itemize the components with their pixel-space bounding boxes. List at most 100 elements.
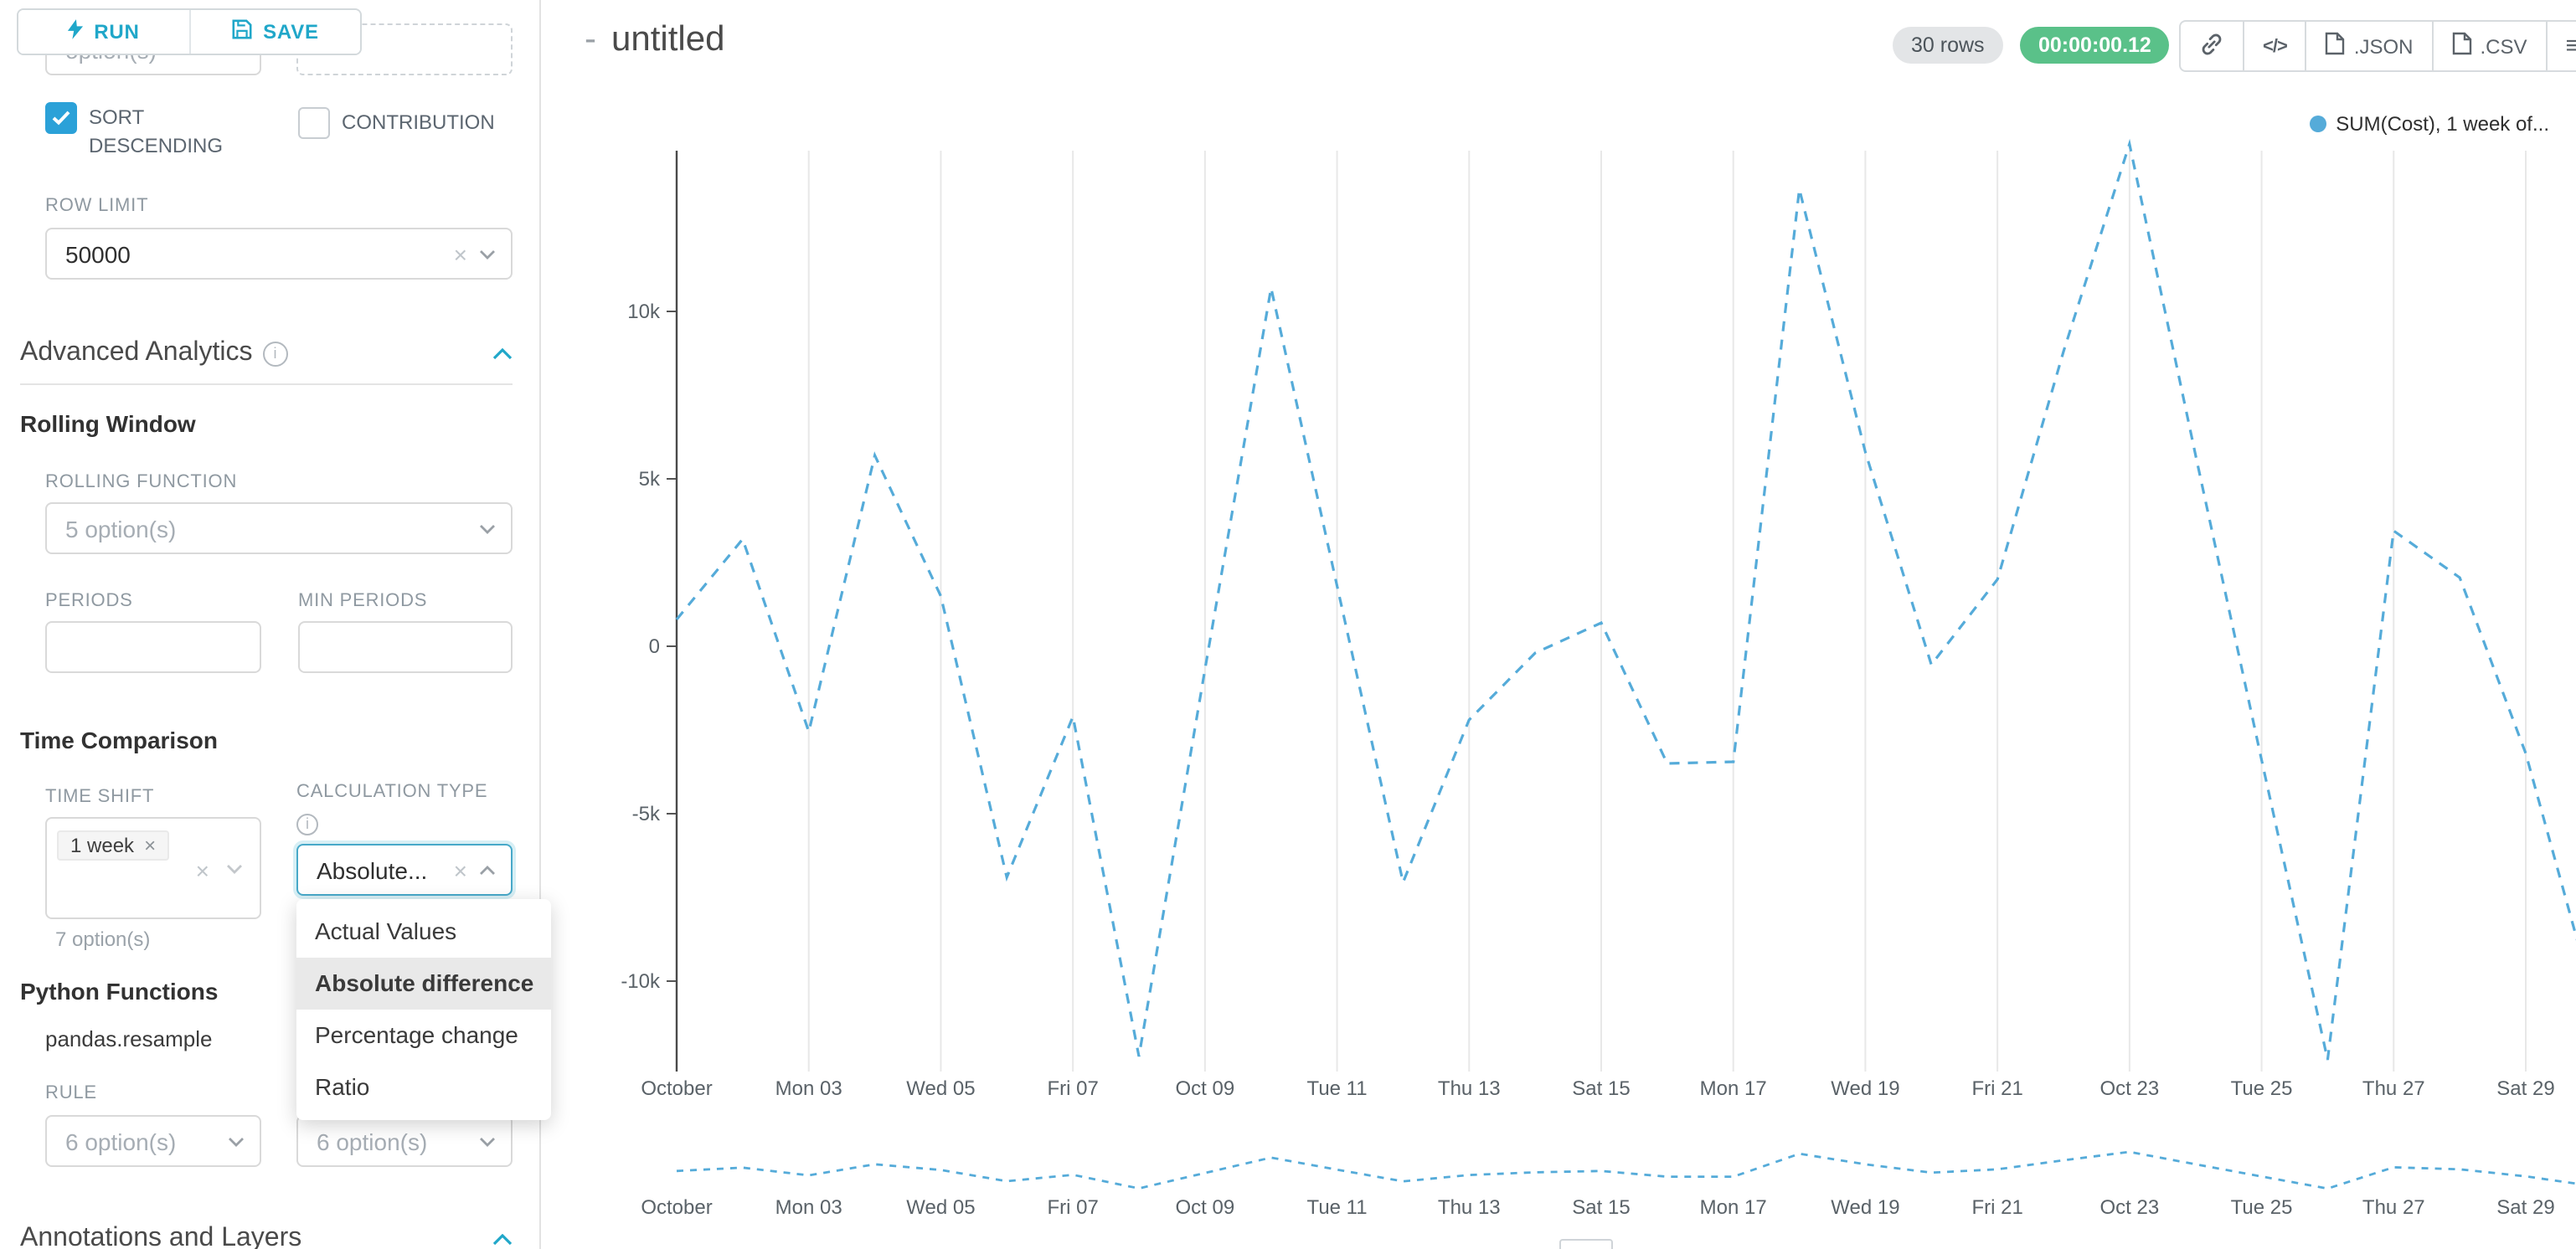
svg-text:Oct 23: Oct 23 xyxy=(2100,1196,2160,1219)
svg-text:Mon 17: Mon 17 xyxy=(1700,1196,1767,1219)
copy-link-button[interactable] xyxy=(2179,20,2244,72)
calculation-type-select[interactable]: Absolute... × xyxy=(296,844,513,896)
row-limit-value: 50000 xyxy=(65,240,131,267)
export-toolbar: </> .JSON .CSV ≡ xyxy=(2179,20,2576,72)
advanced-analytics-header: Advanced Analytics i xyxy=(20,338,513,368)
caret-down-icon xyxy=(226,864,243,874)
row-limit-label: ROW LIMIT xyxy=(45,196,149,216)
method-select[interactable]: 6 option(s) xyxy=(296,1115,513,1167)
file-icon xyxy=(2452,32,2472,60)
sort-descending-checkbox[interactable] xyxy=(45,102,77,134)
min-periods-label: MIN PERIODS xyxy=(298,591,428,611)
dropdown-option[interactable]: Percentage change xyxy=(315,1021,518,1048)
svg-text:Fri 21: Fri 21 xyxy=(1971,1077,2022,1100)
row-count-badge: 30 rows xyxy=(1893,27,2003,64)
svg-text:0: 0 xyxy=(649,635,660,658)
collapse-chevron-icon[interactable] xyxy=(492,347,513,359)
svg-text:Thu 27: Thu 27 xyxy=(2362,1077,2425,1100)
svg-text:Thu 13: Thu 13 xyxy=(1438,1077,1501,1100)
legend-label: SUM(Cost), 1 week of... xyxy=(2336,112,2549,136)
time-shift-tag-label: 1 week xyxy=(70,834,135,857)
control-panel: option(s) RUN SAVE SORT DESCENDING CONTR… xyxy=(0,0,551,1249)
time-shift-hint: 7 option(s) xyxy=(55,928,151,951)
method-placeholder: 6 option(s) xyxy=(317,1128,428,1154)
caret-down-icon xyxy=(479,249,496,259)
remove-tag-icon[interactable]: × xyxy=(144,834,157,857)
clear-icon[interactable]: × xyxy=(195,857,209,884)
clear-icon[interactable]: × xyxy=(453,240,467,267)
min-periods-input[interactable] xyxy=(298,621,513,673)
dropdown-option[interactable]: Ratio xyxy=(315,1073,370,1100)
advanced-analytics-title: Advanced Analytics xyxy=(20,338,253,367)
save-button-label: SAVE xyxy=(263,20,319,44)
rule-select[interactable]: 6 option(s) xyxy=(45,1115,261,1167)
rolling-function-label: ROLLING FUNCTION xyxy=(45,472,238,492)
chart-legend[interactable]: SUM(Cost), 1 week of... xyxy=(2309,112,2549,136)
menu-button[interactable]: ≡ xyxy=(2545,20,2576,72)
svg-text:Tue 25: Tue 25 xyxy=(2231,1196,2293,1219)
annotations-header: Annotations and Layers xyxy=(20,1224,513,1249)
calculation-type-dropdown: Actual Values Absolute difference Percen… xyxy=(296,899,551,1120)
svg-text:Wed 19: Wed 19 xyxy=(1831,1077,1899,1100)
run-button[interactable]: RUN xyxy=(18,10,188,54)
menu-icon: ≡ xyxy=(2566,32,2576,60)
rule-label: RULE xyxy=(45,1083,97,1103)
svg-text:Wed 19: Wed 19 xyxy=(1831,1196,1899,1219)
time-shift-tag: 1 week × xyxy=(57,830,170,861)
svg-text:Oct 23: Oct 23 xyxy=(2100,1077,2160,1100)
page-title-text: untitled xyxy=(611,20,725,59)
contribution-row: CONTRIBUTION xyxy=(298,107,524,139)
collapse-chevron-icon[interactable] xyxy=(492,1233,513,1245)
svg-text:5k: 5k xyxy=(639,468,661,491)
export-json-button[interactable]: .JSON xyxy=(2305,20,2434,72)
svg-text:Sat 15: Sat 15 xyxy=(1572,1077,1630,1100)
caret-down-icon xyxy=(228,1136,245,1146)
svg-text:October: October xyxy=(641,1077,712,1100)
check-icon xyxy=(52,103,70,133)
periods-label: PERIODS xyxy=(45,591,133,611)
dropdown-option[interactable]: Absolute difference xyxy=(296,958,551,1010)
time-shift-select[interactable]: 1 week × × xyxy=(45,817,261,919)
dropdown-option[interactable]: Actual Values xyxy=(315,917,457,944)
export-csv-button[interactable]: .CSV xyxy=(2431,20,2548,72)
lightning-icon xyxy=(67,18,84,45)
clear-icon[interactable]: × xyxy=(453,856,467,883)
page-title-dash: - xyxy=(585,20,596,59)
export-csv-label: .CSV xyxy=(2480,34,2527,58)
page-title: - untitled xyxy=(585,20,724,60)
save-button[interactable]: SAVE xyxy=(190,10,360,54)
svg-text:Tue 11: Tue 11 xyxy=(1307,1196,1368,1219)
divider xyxy=(188,10,190,54)
view-query-button[interactable]: </> xyxy=(2243,20,2307,72)
caret-up-icon xyxy=(479,865,496,875)
chart-canvas[interactable]: October October Mon 03 Mon 03 Wed 05 Wed 05 Fr… xyxy=(541,84,2576,1249)
periods-input[interactable] xyxy=(45,621,261,673)
rule-placeholder: 6 option(s) xyxy=(65,1128,177,1154)
svg-text:10k: 10k xyxy=(627,301,661,323)
python-function-name: pandas.resample xyxy=(45,1026,213,1051)
time-comparison-title: Time Comparison xyxy=(20,727,218,753)
contribution-checkbox[interactable] xyxy=(298,107,330,139)
annotations-title: Annotations and Layers xyxy=(20,1224,302,1249)
code-icon: </> xyxy=(2263,36,2288,56)
divider xyxy=(20,383,513,385)
row-limit-select[interactable]: 50000 × xyxy=(45,228,513,280)
link-icon xyxy=(2199,31,2224,61)
caret-down-icon xyxy=(479,523,496,533)
svg-text:Sat 29: Sat 29 xyxy=(2496,1077,2554,1100)
timeseries-chart[interactable]: October October Mon 03 Mon 03 Wed 05 Wed 05 Fr… xyxy=(541,84,2576,1249)
svg-text:Tue 25: Tue 25 xyxy=(2231,1077,2293,1100)
svg-text:Mon 03: Mon 03 xyxy=(775,1077,842,1100)
export-json-label: .JSON xyxy=(2353,34,2414,58)
scroll-handle[interactable] xyxy=(1559,1239,1613,1249)
contribution-label: CONTRIBUTION xyxy=(342,111,495,134)
rolling-function-select[interactable]: 5 option(s) xyxy=(45,502,513,554)
svg-text:Fri 07: Fri 07 xyxy=(1047,1196,1098,1219)
svg-text:Wed 05: Wed 05 xyxy=(906,1077,975,1100)
svg-text:Wed 05: Wed 05 xyxy=(906,1196,975,1219)
info-icon: i xyxy=(262,341,288,366)
file-icon xyxy=(2326,32,2346,60)
svg-text:-10k: -10k xyxy=(621,970,661,993)
svg-text:Mon 17: Mon 17 xyxy=(1700,1077,1767,1100)
